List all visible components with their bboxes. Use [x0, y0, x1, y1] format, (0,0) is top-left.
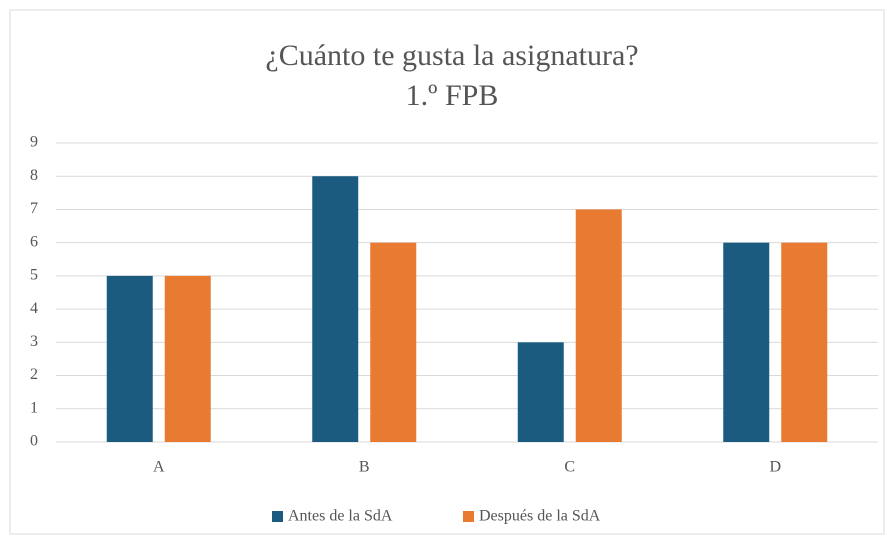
y-tick-label: 8	[30, 167, 38, 184]
chart-title: ¿Cuánto te gusta la asignatura?	[265, 39, 638, 72]
bar	[370, 242, 417, 442]
bar	[312, 176, 359, 442]
bar	[781, 242, 828, 442]
x-tick-label: B	[359, 459, 370, 476]
legend-label: Antes de la SdA	[288, 508, 393, 525]
y-tick-label: 4	[30, 300, 38, 317]
y-tick-label: 2	[30, 366, 38, 383]
legend-label: Después de la SdA	[479, 508, 601, 525]
x-tick-label: C	[564, 459, 575, 476]
legend-swatch	[272, 511, 283, 522]
legend-swatch	[463, 511, 474, 522]
y-tick-label: 5	[30, 267, 38, 284]
y-tick-label: 6	[30, 233, 38, 250]
y-tick-label: 1	[30, 399, 38, 416]
y-tick-label: 7	[30, 200, 38, 217]
bar	[723, 242, 770, 442]
y-tick-label: 0	[30, 433, 38, 450]
x-tick-label: D	[769, 459, 781, 476]
chart-subtitle: 1.º FPB	[406, 79, 499, 112]
y-tick-label: 9	[30, 134, 38, 151]
bar	[575, 209, 622, 442]
y-tick-label: 3	[30, 333, 38, 350]
x-tick-label: A	[153, 459, 165, 476]
bar	[517, 342, 564, 442]
bar	[106, 275, 153, 442]
bar	[164, 275, 211, 442]
